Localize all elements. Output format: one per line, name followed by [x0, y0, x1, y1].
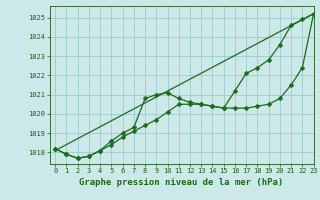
X-axis label: Graphe pression niveau de la mer (hPa): Graphe pression niveau de la mer (hPa) [79, 178, 284, 187]
